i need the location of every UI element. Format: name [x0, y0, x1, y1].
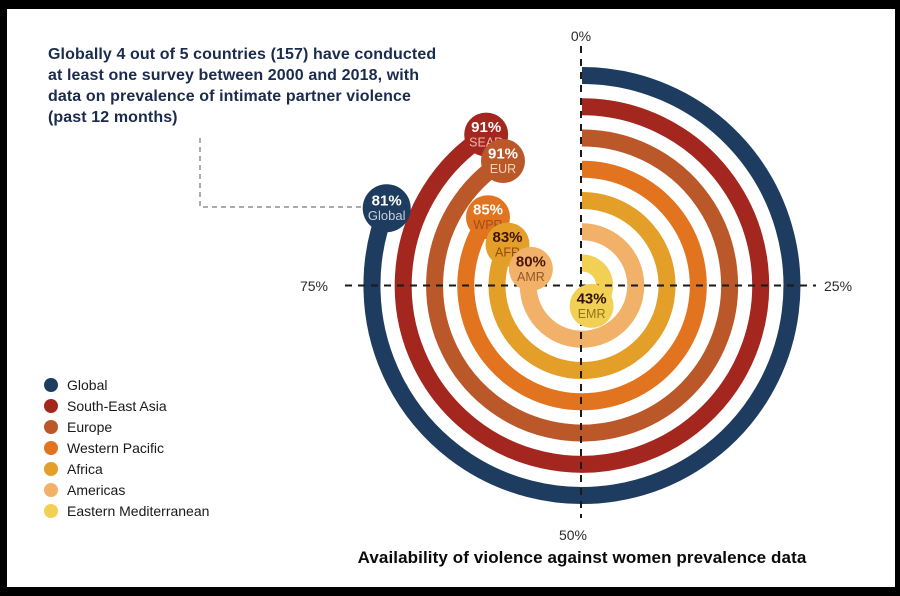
legend-dot-icon [44, 419, 58, 434]
axis-tick-75: 75% [300, 278, 328, 294]
bulb-eur: 91%EUR [481, 139, 525, 183]
legend-dot-icon [44, 398, 58, 413]
chart-title: Availability of violence against women p… [357, 548, 807, 567]
legend-item-global: Global [44, 374, 209, 395]
legend-label: Eastern Mediterranean [67, 502, 210, 519]
legend-item-sear: South-East Asia [44, 395, 209, 416]
bulb-global: 81%Global [362, 184, 411, 233]
legend-label: South-East Asia [67, 397, 167, 414]
arc-amr [519, 223, 645, 348]
axis-tick-0: 0% [571, 28, 591, 44]
axis-tick-50: 50% [559, 527, 587, 543]
legend-label: Europe [67, 418, 113, 435]
legend-dot-icon [44, 440, 58, 455]
bulb-circle-emr [569, 283, 614, 328]
annotation-text: Globally 4 out of 5 countries (157) have… [48, 46, 437, 126]
bulb-value-afr: 83% [492, 229, 522, 246]
legend-label: Global [67, 376, 108, 393]
bulb-code-global: Global [368, 208, 406, 223]
legend-item-emr: Eastern Mediterranean [44, 500, 209, 521]
axis-tick-25: 25% [824, 278, 852, 294]
legend: Global South-East Asia Europe Western Pacif… [44, 374, 209, 521]
legend-dot-icon [44, 377, 58, 392]
legend-label: Americas [67, 481, 126, 498]
bulb-value-emr: 43% [577, 290, 607, 307]
bulb-value-eur: 91% [488, 146, 518, 163]
arc-eur [426, 129, 739, 442]
bulb-amr: 80%AMR [508, 246, 553, 291]
legend-label: Africa [67, 460, 103, 477]
arc-sear [394, 98, 770, 473]
legend-item-eur: Europe [44, 416, 209, 437]
bulb-code-amr: AMR [517, 270, 545, 284]
bulb-circle-eur [481, 139, 525, 183]
bulb-circle-global [362, 184, 411, 233]
arc-global [363, 67, 801, 504]
bulb-code-eur: EUR [490, 162, 516, 176]
annotation-connector-line [199, 138, 361, 208]
legend-dot-icon [44, 482, 58, 497]
legend-item-wpr: Western Pacific [44, 437, 209, 458]
bulb-code-emr: EMR [578, 307, 606, 321]
bulb-value-global: 81% [372, 193, 402, 210]
legend-dot-icon [44, 461, 58, 476]
bulb-value-wpr: 85% [473, 202, 503, 219]
bulb-circle-amr [508, 246, 553, 291]
arc-wpr [457, 160, 707, 411]
bulb-emr: 43%EMR [569, 283, 614, 328]
legend-item-amr: Americas [44, 479, 209, 500]
bulb-value-amr: 80% [516, 253, 546, 270]
legend-dot-icon [44, 503, 58, 518]
legend-item-afr: Africa [44, 458, 209, 479]
legend-label: Western Pacific [67, 439, 164, 456]
arc-afr [488, 192, 676, 379]
bulb-value-sear: 91% [471, 119, 501, 136]
